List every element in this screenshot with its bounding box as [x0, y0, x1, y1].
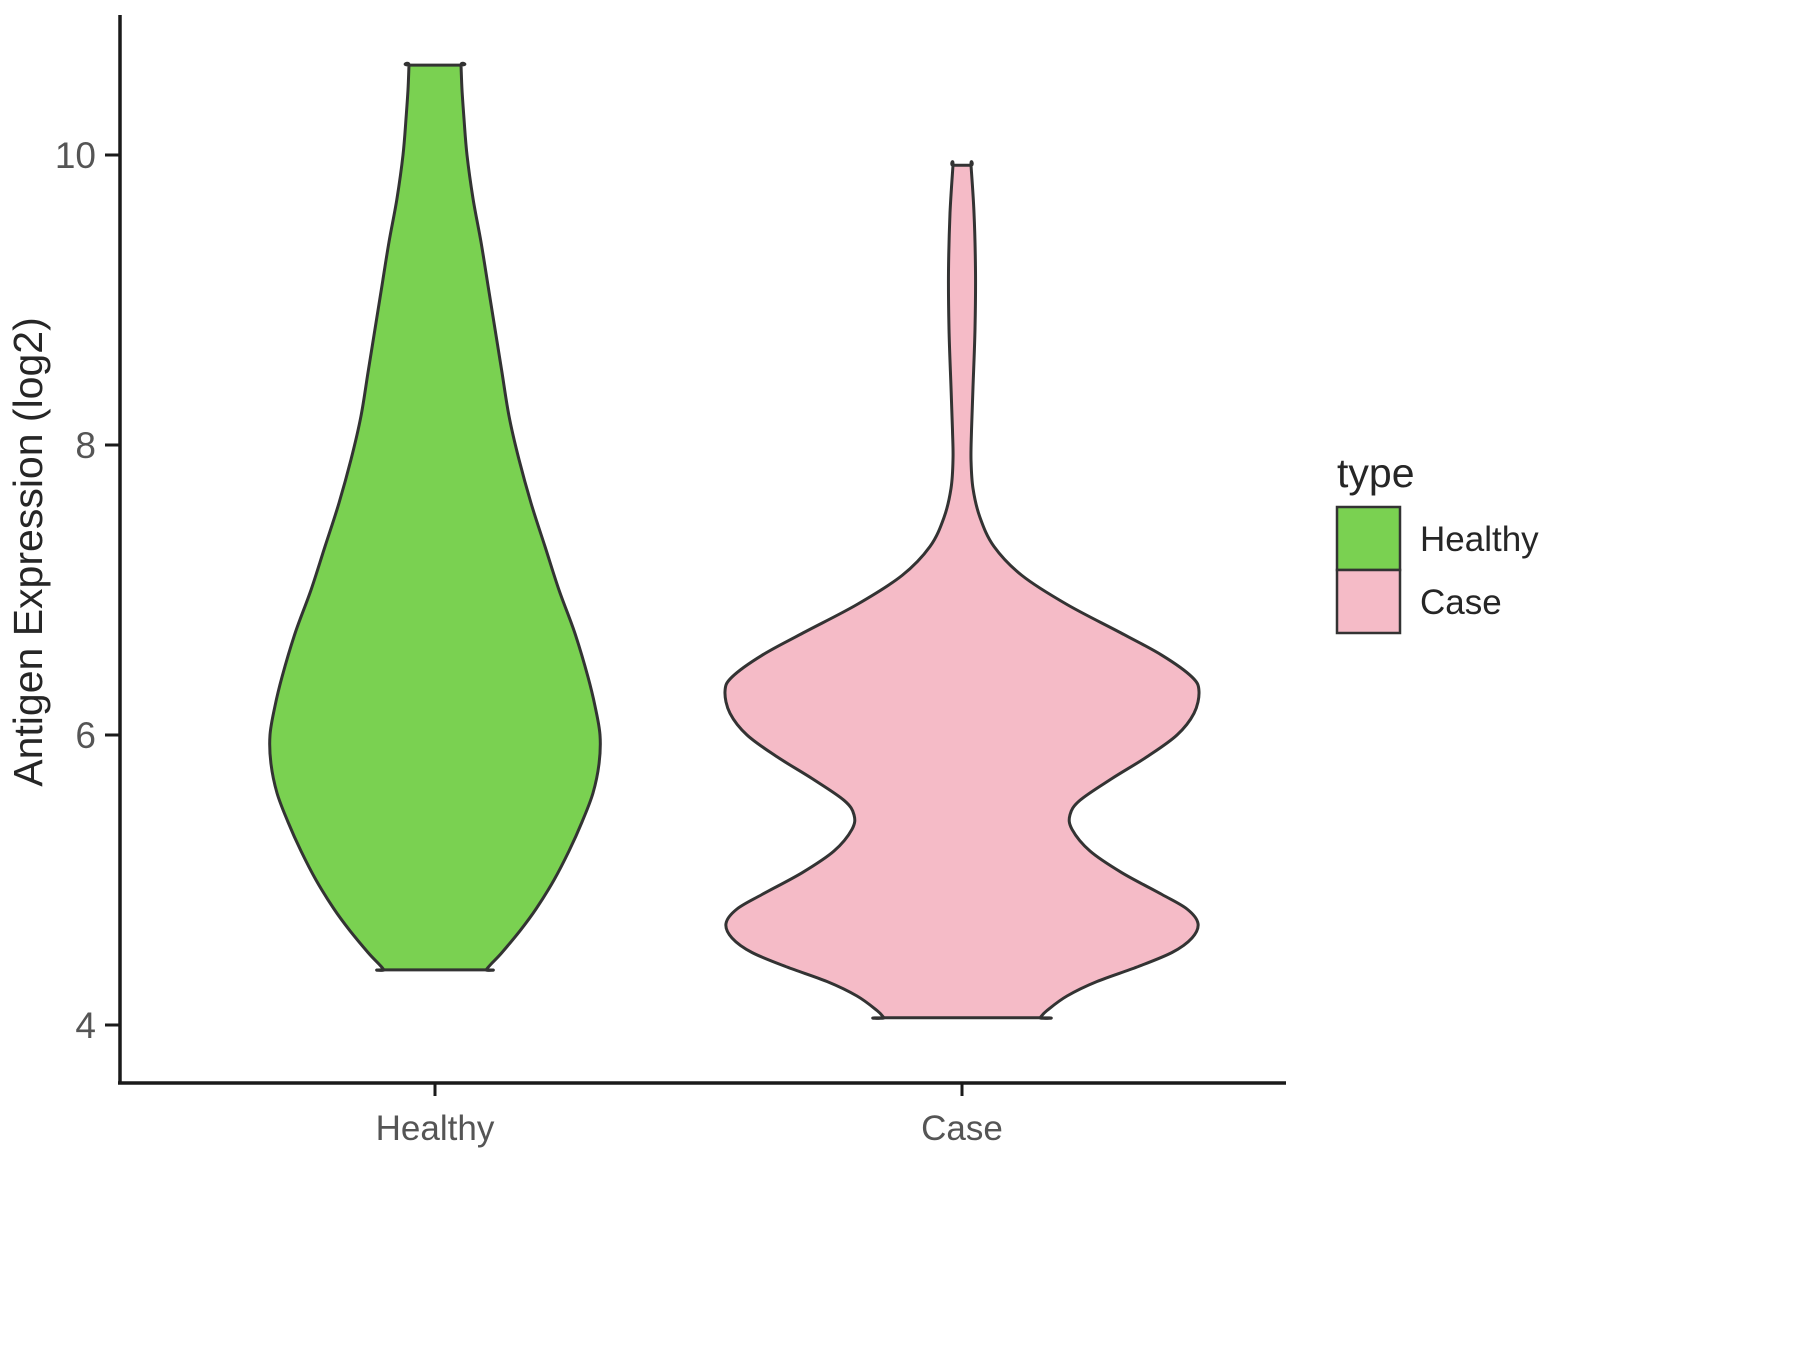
violins-group: [268, 61, 1201, 1020]
y-tick-label: 8: [75, 425, 96, 466]
violin-healthy: [268, 61, 602, 972]
y-tick-label: 4: [75, 1005, 96, 1046]
legend-title: type: [1337, 450, 1415, 496]
y-axis-tick-labels: 4 6 8 10: [55, 135, 96, 1046]
legend-label-healthy: Healthy: [1420, 520, 1539, 559]
y-tick-label: 6: [75, 715, 96, 756]
legend-label-case: Case: [1420, 583, 1502, 622]
y-axis-title: Antigen Expression (log2): [5, 317, 51, 786]
x-category-label: Case: [921, 1109, 1003, 1148]
legend-swatch-case: [1335, 568, 1402, 635]
violin-case: [723, 160, 1201, 1020]
x-category-label: Healthy: [376, 1109, 495, 1148]
legend-swatch-healthy: [1335, 505, 1402, 572]
y-tick-label: 10: [55, 135, 96, 176]
x-axis-category-labels: Healthy Case: [376, 1109, 1003, 1148]
x-axis-ticks: [433, 1083, 964, 1096]
y-axis-ticks: [105, 153, 120, 1027]
legend: type Healthy Case: [1335, 450, 1539, 635]
